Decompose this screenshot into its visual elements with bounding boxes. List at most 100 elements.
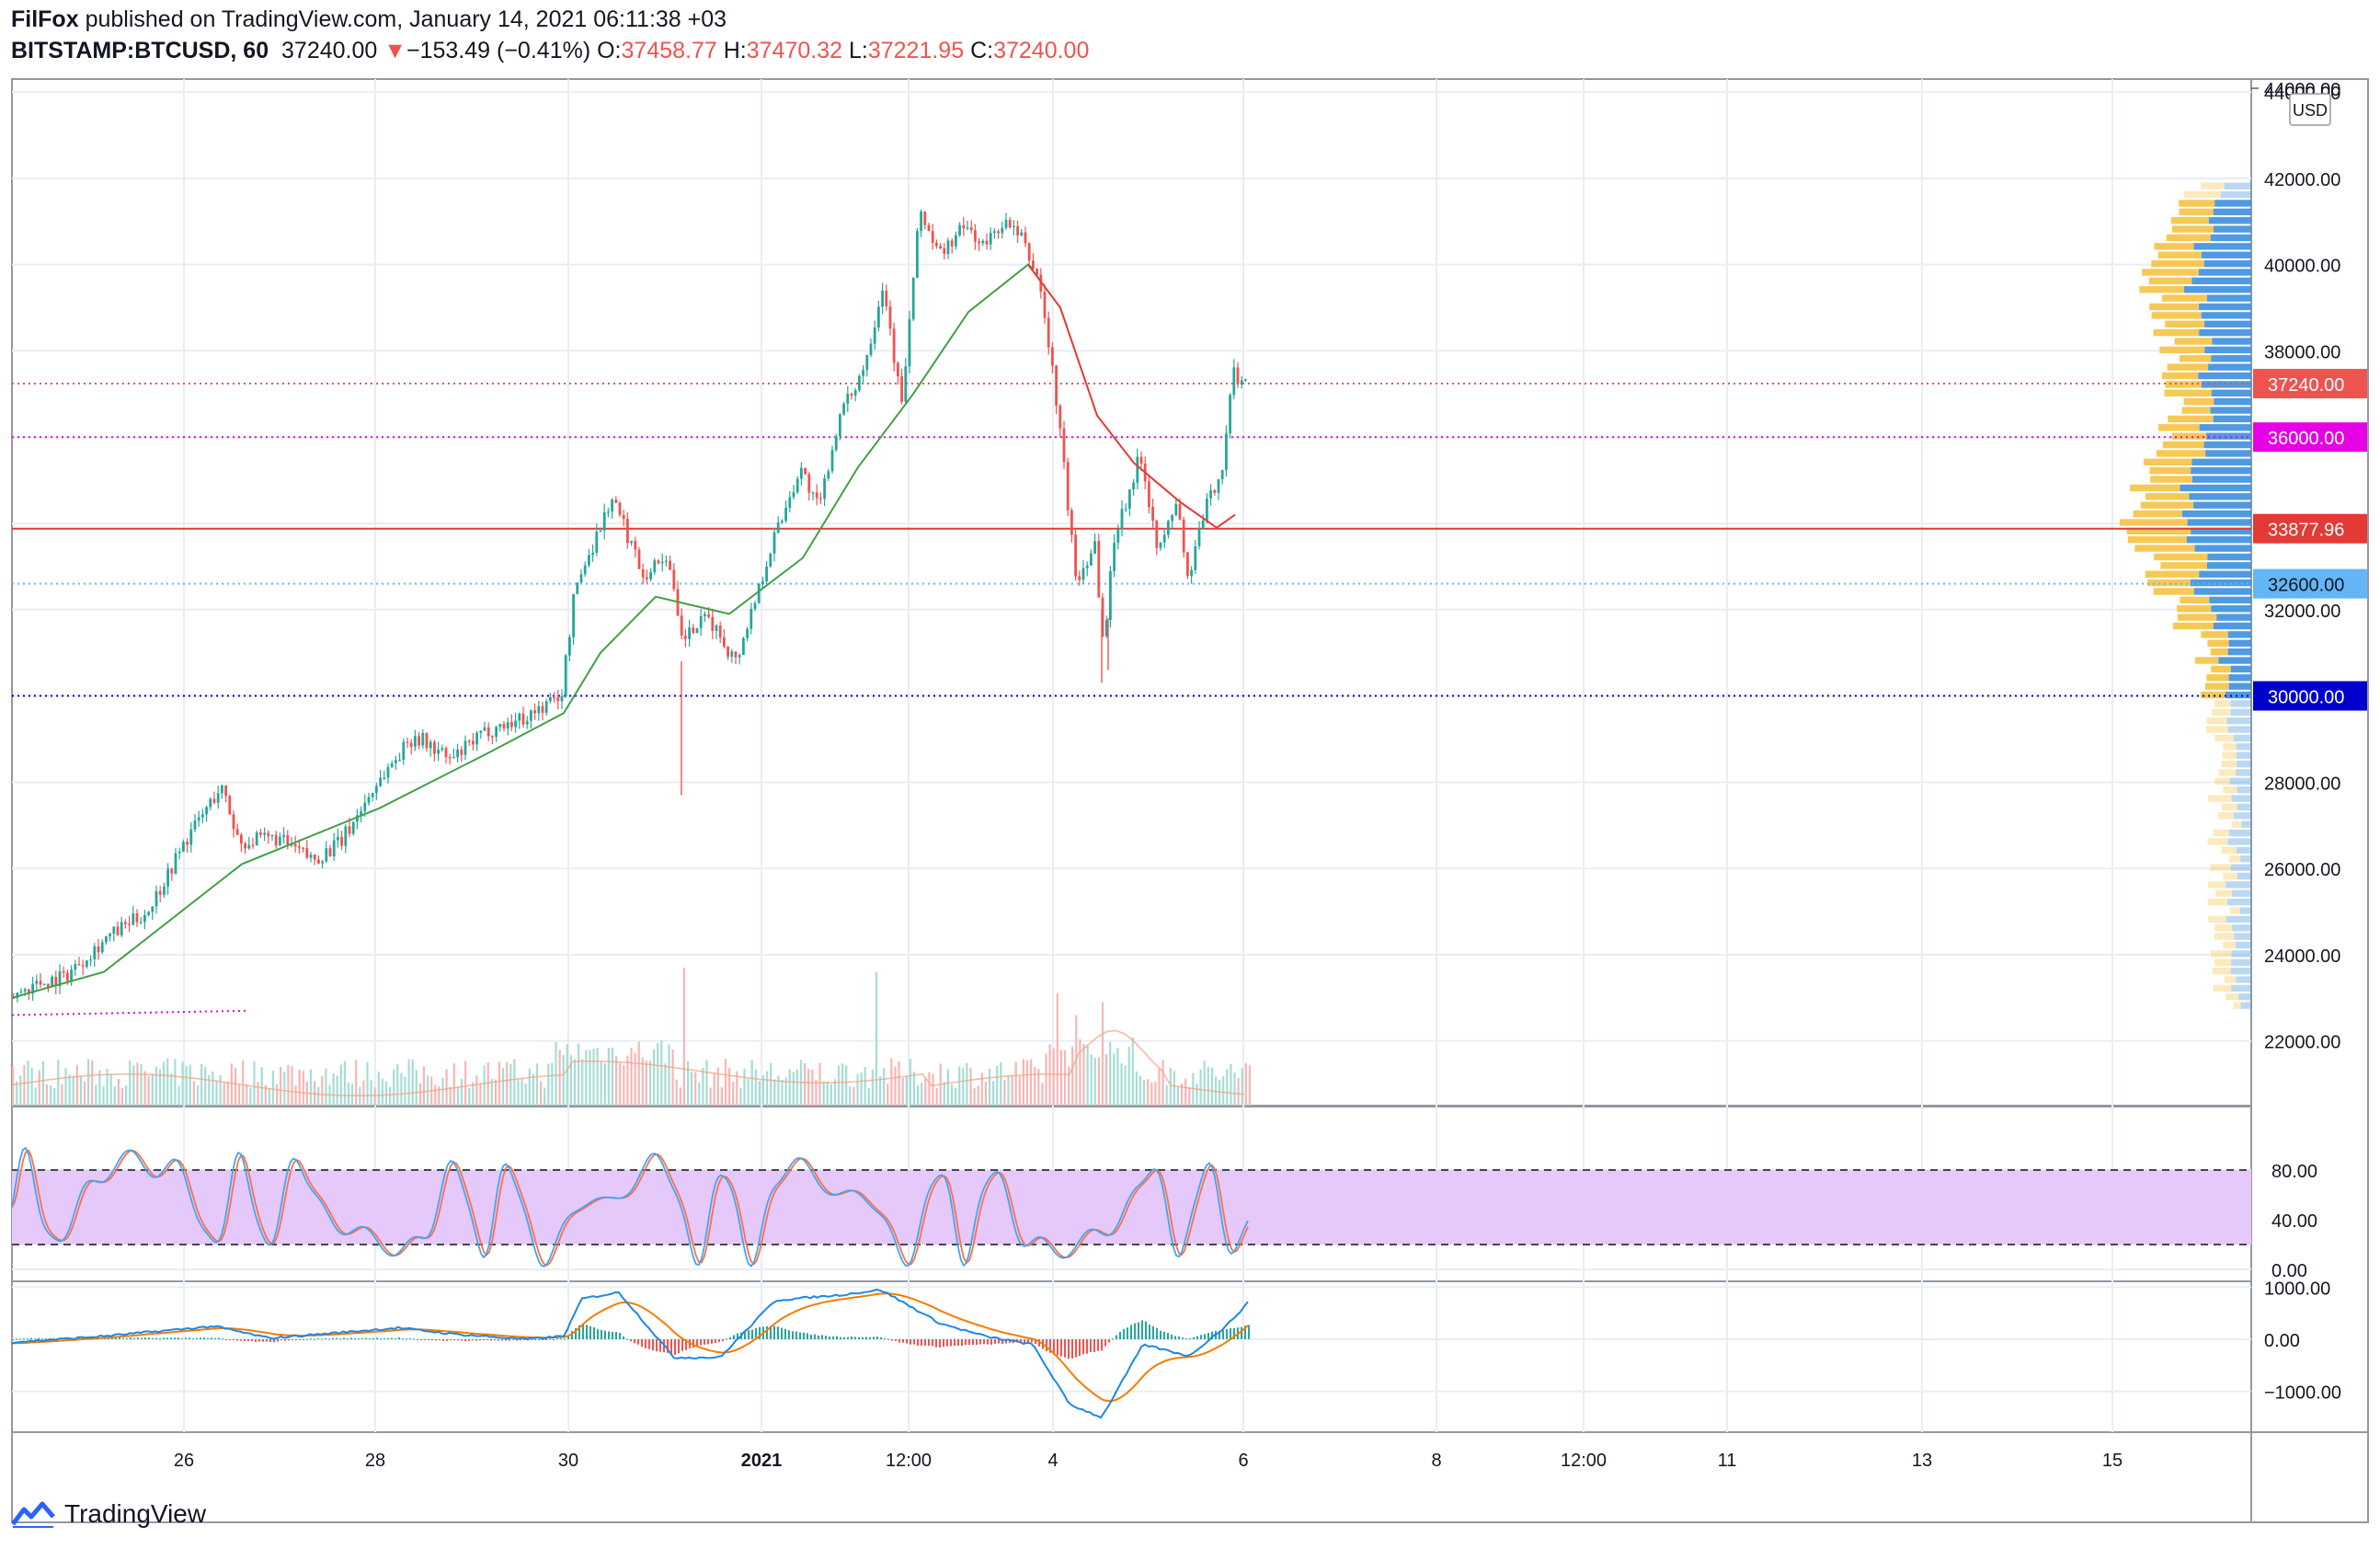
candle-body [1232, 367, 1236, 396]
volume-bar [607, 1047, 610, 1106]
vp-down-bar [2230, 700, 2251, 707]
vp-up-bar [2133, 510, 2183, 518]
volume-bar [302, 1071, 304, 1106]
volume-bar [736, 1071, 738, 1106]
vp-up-bar [2201, 631, 2228, 638]
macd-histogram-bar [615, 1332, 617, 1339]
macd-histogram-bar [1167, 1333, 1169, 1339]
volume-bar [592, 1049, 595, 1106]
vp-down-bar [2203, 259, 2251, 268]
candle-body [707, 614, 710, 617]
candle-body [680, 615, 683, 636]
volume-bar [1207, 1066, 1209, 1106]
price-tick-label: 40000.00 [2264, 257, 2340, 277]
macd-histogram-bar [181, 1337, 183, 1339]
vp-down-bar [2239, 907, 2251, 914]
candle-body [1213, 489, 1217, 493]
volume-bar [977, 1085, 979, 1106]
candle-body [313, 855, 316, 860]
candle-body [193, 820, 197, 830]
macd-histogram-bar [641, 1339, 643, 1348]
macd-histogram-bar [648, 1339, 650, 1349]
volume-bar [917, 1084, 920, 1106]
candle-body [599, 530, 602, 532]
volume-bar [204, 1066, 207, 1106]
volume-bar [1048, 1044, 1051, 1106]
macd-histogram-bar [1104, 1339, 1106, 1347]
vp-up-bar [2153, 328, 2200, 337]
macd-histogram-bar [225, 1339, 227, 1340]
volume-bar [1003, 1080, 1006, 1106]
macd-histogram-bar [1134, 1323, 1136, 1339]
macd-histogram-bar [748, 1330, 749, 1339]
macd-histogram-bar [1049, 1339, 1051, 1353]
candle-body [317, 859, 320, 864]
time-tick-label: 4 [1047, 1451, 1058, 1471]
macd-histogram-bar [292, 1339, 293, 1340]
tradingview-brand[interactable]: TradingView [64, 1499, 207, 1528]
vp-down-bar [2199, 328, 2251, 337]
macd-histogram-bar [898, 1339, 900, 1343]
candle-body [1197, 528, 1201, 546]
macd-plot [12, 1288, 1250, 1419]
volume-bar [396, 1063, 399, 1106]
author-name[interactable]: FilFox [11, 6, 79, 32]
candle-body [1190, 569, 1193, 577]
volume-bar [347, 1082, 350, 1106]
candle-body [1167, 521, 1170, 535]
candle-body [723, 637, 726, 647]
candle-body [1186, 552, 1189, 577]
volume-bar [603, 1062, 606, 1106]
volume-bar [422, 1066, 426, 1106]
volume-bar [170, 1073, 173, 1106]
macd-histogram-bar [553, 1338, 555, 1340]
volume-bar [479, 1083, 482, 1106]
macd-histogram-bar [987, 1339, 989, 1345]
candle-body [39, 981, 42, 985]
vp-down-bar [2187, 519, 2251, 526]
volume-bar [158, 1069, 162, 1106]
candle-body [576, 582, 579, 594]
candle-body [483, 727, 486, 731]
symbol-name[interactable]: BITSTAMP:BTCUSD, 60 [11, 38, 269, 63]
macd-histogram-bar [1101, 1339, 1103, 1351]
volume-bar [393, 1069, 395, 1106]
candle-body [224, 785, 227, 797]
candle-body [885, 291, 888, 307]
macd-histogram-bar [784, 1328, 786, 1339]
currency-badge[interactable] [2289, 93, 2331, 126]
vp-down-bar [2231, 950, 2251, 958]
vp-down-bar [2211, 605, 2251, 613]
candle-body [904, 366, 908, 402]
volume-bar [724, 1059, 727, 1106]
macd-histogram-bar [122, 1337, 124, 1339]
vp-up-bar [2223, 786, 2237, 794]
macd-histogram-bar [295, 1338, 297, 1340]
vp-up-bar [2214, 734, 2234, 742]
candle-body [1136, 456, 1139, 483]
volume-bar [867, 1087, 870, 1106]
macd-histogram-bar [211, 1337, 212, 1339]
macd-histogram-bar [545, 1339, 547, 1340]
volume-bar [120, 1088, 124, 1106]
volume-bar [1135, 1071, 1138, 1106]
macd-histogram-bar [78, 1337, 80, 1339]
macd-histogram-bar [19, 1338, 21, 1340]
vp-up-bar [2225, 993, 2239, 1001]
volume-bar [901, 1077, 904, 1106]
vp-up-bar [2207, 898, 2227, 906]
volume-bar [460, 1078, 463, 1106]
candle-body [367, 797, 371, 803]
volume-bar [468, 1087, 471, 1106]
candle-body [989, 233, 992, 245]
vp-down-bar [2212, 338, 2251, 345]
candle-body [634, 540, 637, 550]
vp-up-bar [2171, 432, 2207, 440]
candle-body [1020, 232, 1024, 235]
candle-body [228, 796, 232, 815]
candle-body [305, 847, 309, 858]
macd-histogram-bar [943, 1339, 944, 1348]
volume-bar [879, 1075, 882, 1106]
volume-bar [871, 1069, 874, 1106]
